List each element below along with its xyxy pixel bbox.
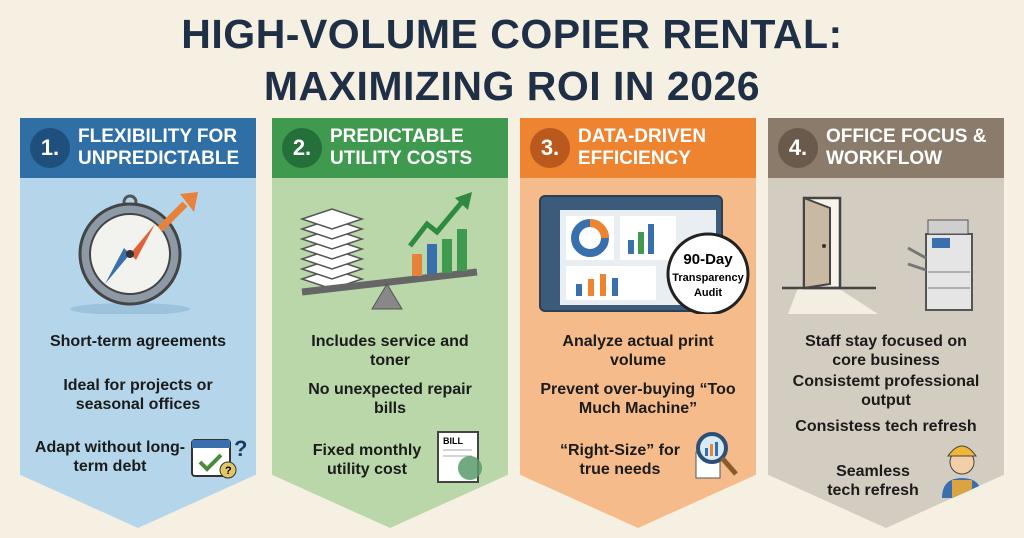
technician-icon <box>942 445 982 498</box>
svg-text:?: ? <box>234 436 247 461</box>
dashboard-icon: 90-Day Transparency Audit <box>539 195 750 314</box>
page-title: HIGH-VOLUME COPIER RENTAL: MAXIMIZING RO… <box>181 11 843 109</box>
panel-header: 1. FLEXIBILITY FOR UNPREDICTABLE <box>20 118 256 178</box>
panel-office-focus: 4. OFFICE FOCUS & WORKFLOW Staff stay foc… <box>768 118 1004 528</box>
panel-header: 2. PREDICTABLE UTILITY COSTS <box>272 118 508 178</box>
svg-text:BILL: BILL <box>443 436 463 446</box>
panel-flexibility: 1. FLEXIBILITY FOR UNPREDICTABLE Short-te… <box>20 118 256 528</box>
balance-scale-icon <box>299 192 478 310</box>
compass-icon <box>70 192 198 314</box>
svg-text:90-Day: 90-Day <box>683 251 733 268</box>
svg-text:Audit: Audit <box>694 287 722 299</box>
panel-header: 4. OFFICE FOCUS & WORKFLOW <box>768 118 1004 178</box>
svg-text:?: ? <box>225 465 232 477</box>
magnifier-chart-icon <box>695 432 738 479</box>
calendar-check-icon: ? ? <box>191 436 247 479</box>
bill-icon: BILL <box>437 431 482 483</box>
panel-predictable-costs: 2. PREDICTABLE UTILITY COSTS Includes ser… <box>272 118 508 528</box>
panel-header: 3. DATA-DRIVEN EFFICIENCY <box>520 118 756 178</box>
copier-icon <box>782 196 973 314</box>
svg-text:Transparency: Transparency <box>672 272 744 284</box>
panel-data-driven: 3. DATA-DRIVEN EFFICIENCY 90-Day Transpar… <box>520 118 756 528</box>
